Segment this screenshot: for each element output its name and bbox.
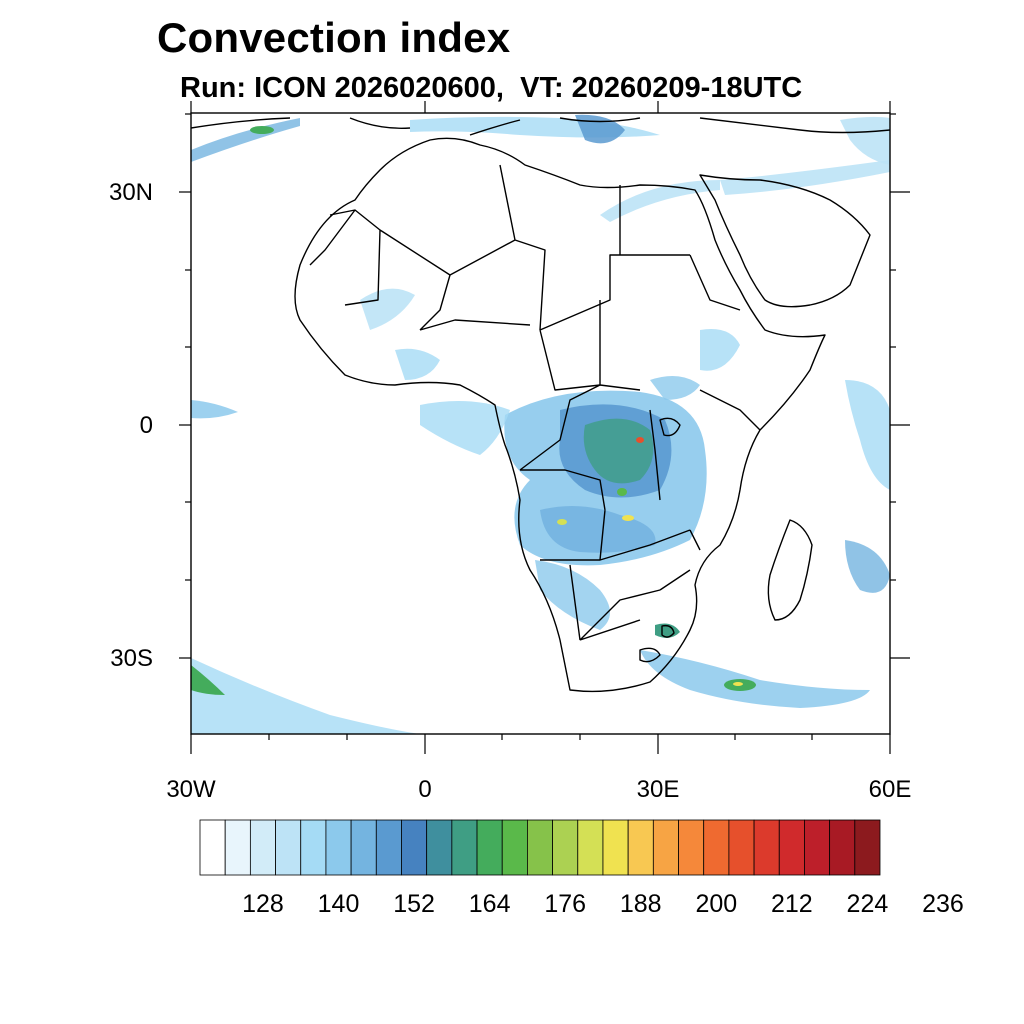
convection-area-lake-victoria <box>650 376 700 400</box>
lon-label-60e: 60E <box>869 776 912 803</box>
convection-patch-northeast <box>840 116 890 165</box>
colorbar: 128 140 152 164 176 188 200 212 224 236 <box>199 819 964 918</box>
convection-core-south-atlantic <box>191 665 225 695</box>
convection-area-greece <box>575 114 625 144</box>
colorbar-swatch <box>627 819 654 876</box>
europe-coastline <box>191 117 890 136</box>
lon-label-30e: 30E <box>637 776 680 803</box>
colorbar-swatch <box>275 819 302 876</box>
colorbar-label: 200 <box>695 890 737 918</box>
lake-victoria <box>659 417 681 437</box>
colorbar-swatch <box>501 819 528 876</box>
convection-area-sahel <box>360 288 415 330</box>
africa-coastline <box>294 137 826 693</box>
colorbar-label: 236 <box>922 890 964 918</box>
lesotho-border <box>639 647 661 663</box>
colorbar-swatch <box>300 819 327 876</box>
colorbar-label: 140 <box>318 890 360 918</box>
colorbar-label: 176 <box>544 890 586 918</box>
convection-spot-yellow-1 <box>622 515 634 521</box>
lon-label-0: 0 <box>418 776 431 803</box>
convection-band-arabia <box>720 160 890 195</box>
map-subtitle: Run: ICON 2026020600, VT: 20260209-18UTC <box>180 72 803 104</box>
colorbar-swatch <box>552 819 579 876</box>
colorbar-swatch <box>703 819 730 876</box>
plot-frame <box>190 112 891 735</box>
lon-tick-marks <box>190 101 891 754</box>
colorbar-swatch <box>249 819 276 876</box>
colorbar-label: 224 <box>847 890 889 918</box>
colorbar-swatch <box>753 819 780 876</box>
lat-label-equator: 0 <box>140 412 153 439</box>
convection-spot-green <box>617 488 627 496</box>
colorbar-swatch <box>325 819 352 876</box>
convection-spot-north-atlantic <box>250 126 274 134</box>
colorbar-swatch <box>678 819 705 876</box>
colorbar-swatch <box>577 819 604 876</box>
colorbar-swatch <box>401 819 428 876</box>
colorbar-label: 188 <box>620 890 662 918</box>
colorbar-swatch <box>476 819 503 876</box>
convection-band-atlantic-equator <box>191 400 238 419</box>
convection-area-west-africa-coast <box>395 348 440 380</box>
colorbar-label: 128 <box>242 890 284 918</box>
convection-band-south-atlantic <box>191 658 420 734</box>
lat-tick-marks <box>179 113 910 659</box>
colorbar-swatch <box>375 819 402 876</box>
colorbar-swatch <box>652 819 679 876</box>
colorbar-swatch <box>602 819 629 876</box>
colorbar-swatch <box>199 819 226 876</box>
colorbar-label: 152 <box>393 890 435 918</box>
convection-area-ethiopia <box>700 329 740 371</box>
convection-field <box>191 114 890 734</box>
lat-label-30n: 30N <box>109 179 153 206</box>
map-title: Convection index <box>157 14 511 61</box>
colorbar-swatch <box>426 819 453 876</box>
colorbar-swatch <box>350 819 377 876</box>
colorbar-swatch <box>451 819 478 876</box>
border-segments <box>309 164 761 641</box>
colorbar-swatch <box>527 819 553 876</box>
colorbar-label: 212 <box>771 890 813 918</box>
colorbar-swatch <box>829 819 856 876</box>
colorbar-swatch <box>224 819 251 876</box>
convection-core-congo-green <box>583 418 654 484</box>
convection-area-madagascar <box>845 540 890 593</box>
lat-label-30s: 30S <box>110 645 153 672</box>
colorbar-swatch <box>778 819 805 876</box>
colorbar-swatch <box>804 819 831 876</box>
convection-area-indian-ocean <box>845 380 890 490</box>
lon-label-30w: 30W <box>166 776 216 803</box>
colorbar-swatch <box>728 819 755 876</box>
colorbar-swatch <box>854 819 881 876</box>
colorbar-label: 164 <box>469 890 511 918</box>
arabia-coastline <box>699 174 871 308</box>
coastlines-and-borders <box>191 117 890 693</box>
swaziland-border <box>661 624 675 638</box>
convection-spot-red <box>636 437 644 443</box>
madagascar-coastline <box>767 519 813 621</box>
convection-area-gulf-guinea <box>420 401 510 455</box>
convection-spot-south-indian-yellow <box>733 682 743 686</box>
convection-band-north-atlantic <box>191 118 300 162</box>
convection-band-libya-egypt <box>600 180 720 222</box>
convection-spot-yellow-2 <box>557 519 567 525</box>
convection-band-south-indian <box>640 650 870 708</box>
convection-area-namibia <box>535 560 610 630</box>
